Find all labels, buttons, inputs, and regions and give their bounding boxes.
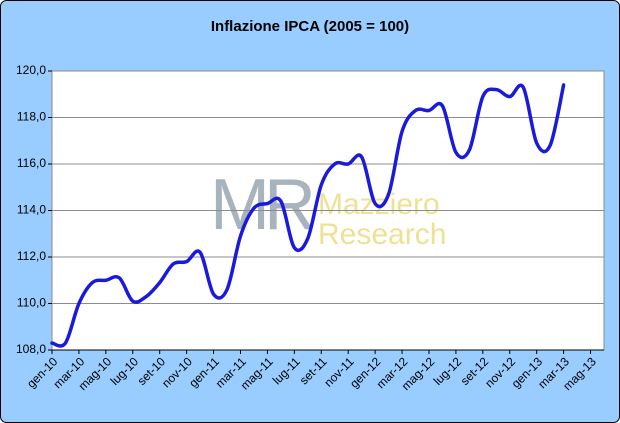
watermark-text: Mazziero [318,188,440,221]
y-tick-label: 114,0 [17,203,46,217]
line [50,83,566,348]
y-tick-label: 112,0 [17,249,46,263]
y-tick-label: 120,0 [16,63,46,77]
y-tick-label: 108,0 [16,342,46,356]
chart-title: Inflazione IPCA (2005 = 100) [211,18,409,35]
watermark-text: Research [318,218,446,251]
y-tick-label: 110,0 [17,296,46,310]
y-tick-label: 118,0 [17,110,46,124]
y-tick-label: 116,0 [17,156,46,170]
